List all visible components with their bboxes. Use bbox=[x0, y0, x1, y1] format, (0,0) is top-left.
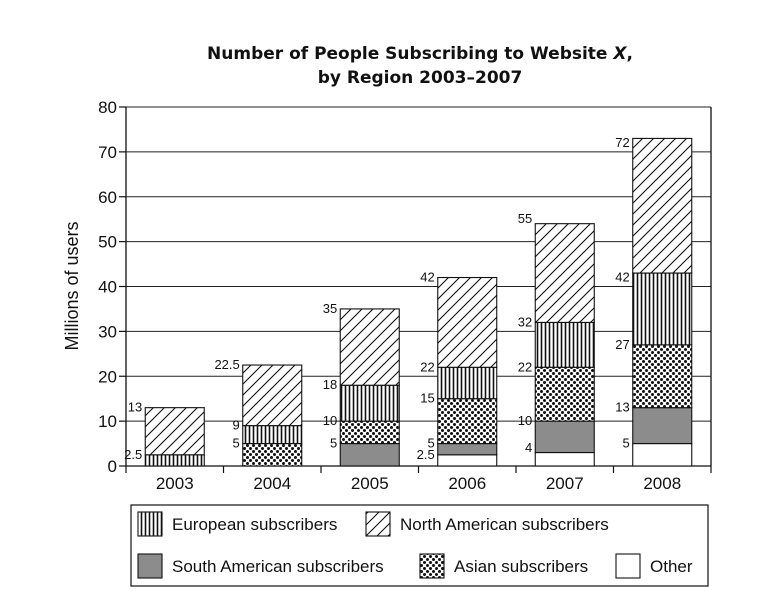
bar-segment-vlines bbox=[242, 425, 303, 445]
data-label: 42 bbox=[615, 270, 629, 285]
bar-segment-vlines bbox=[437, 366, 498, 400]
data-label: 2.5 bbox=[124, 447, 142, 462]
y-tick-label: 80 bbox=[98, 98, 117, 117]
legend: European subscribers North American subsc… bbox=[130, 504, 709, 587]
y-axis-label: Millions of users bbox=[62, 221, 82, 350]
data-label: 5 bbox=[233, 436, 240, 451]
bar-segment-dots bbox=[534, 366, 595, 422]
data-label: 22 bbox=[518, 359, 532, 374]
data-label: 13 bbox=[128, 400, 142, 415]
legend-entry: European subscribers bbox=[172, 515, 337, 534]
bar-segment-diag bbox=[339, 308, 400, 386]
bar-segment-gray bbox=[339, 443, 400, 467]
data-label: 5 bbox=[623, 436, 630, 451]
y-tick-label: 30 bbox=[98, 322, 117, 341]
x-tick-label: 2006 bbox=[448, 474, 486, 493]
bar-segment-vlines bbox=[534, 321, 595, 368]
y-tick-label: 50 bbox=[98, 233, 117, 252]
y-tick-label: 20 bbox=[98, 367, 117, 386]
data-label: 55 bbox=[518, 211, 532, 226]
x-tick-label: 2007 bbox=[546, 474, 584, 493]
bars bbox=[144, 137, 693, 467]
legend-swatch-dots bbox=[419, 553, 445, 579]
data-label: 2.5 bbox=[417, 447, 435, 462]
bar-segment-diag bbox=[242, 364, 303, 427]
x-tick-label: 2008 bbox=[643, 474, 681, 493]
bar-segment-gray bbox=[437, 443, 498, 456]
data-label: 27 bbox=[615, 337, 629, 352]
legend-swatch-gray bbox=[137, 553, 163, 579]
bar-segment-blank bbox=[437, 454, 498, 467]
legend-swatch-diag bbox=[365, 511, 391, 537]
data-label: 32 bbox=[518, 314, 532, 329]
y-tick-label: 10 bbox=[98, 412, 117, 431]
bar-segment-diag bbox=[144, 407, 205, 456]
legend-entry: South American subscribers bbox=[172, 557, 384, 576]
chart-title: Number of People Subscribing to Website … bbox=[207, 44, 633, 64]
chart-subtitle: by Region 2003–2007 bbox=[318, 68, 523, 88]
data-label: 4 bbox=[525, 440, 532, 455]
legend-entry: North American subscribers bbox=[400, 515, 609, 534]
bar-segment-gray bbox=[632, 407, 693, 445]
data-label: 22 bbox=[420, 359, 434, 374]
data-label: 10 bbox=[323, 413, 337, 428]
bar-segment-dots bbox=[632, 344, 693, 409]
data-label: 42 bbox=[420, 270, 434, 285]
bar-segment-dots bbox=[339, 420, 400, 445]
bar-segment-vlines bbox=[339, 384, 400, 422]
y-tick-label: 60 bbox=[98, 188, 117, 207]
bar-segment-diag bbox=[534, 223, 595, 323]
data-label: 18 bbox=[323, 377, 337, 392]
bar-segment-blank bbox=[632, 443, 693, 467]
value-labels: 2.5135922.551018352.55152242410223255513… bbox=[124, 135, 630, 462]
data-label: 9 bbox=[233, 418, 240, 433]
bar-segment-vlines bbox=[632, 272, 693, 346]
x-axis-ticks: 2003 2004 2005 2006 2007 2008 bbox=[125, 466, 712, 493]
bar-segment-gray bbox=[534, 420, 595, 454]
y-tick-label: 70 bbox=[98, 143, 117, 162]
bar-segment-vlines bbox=[144, 454, 205, 467]
data-label: 5 bbox=[330, 436, 337, 451]
legend-swatch-blank bbox=[615, 553, 641, 579]
data-label: 22.5 bbox=[214, 357, 239, 372]
bar-segment-diag bbox=[437, 276, 498, 368]
bar-segment-dots bbox=[437, 398, 498, 445]
x-tick-label: 2003 bbox=[156, 474, 194, 493]
data-label: 13 bbox=[615, 400, 629, 415]
bar-segment-blank bbox=[534, 451, 595, 467]
bar-segment-diag bbox=[632, 137, 693, 274]
legend-swatch-vlines bbox=[137, 511, 163, 537]
x-tick-label: 2005 bbox=[351, 474, 389, 493]
data-label: 15 bbox=[420, 391, 434, 406]
data-label: 72 bbox=[615, 135, 629, 150]
legend-entry: Asian subscribers bbox=[454, 557, 588, 576]
data-label: 10 bbox=[518, 413, 532, 428]
bar-segment-dots bbox=[242, 443, 303, 467]
x-tick-label: 2004 bbox=[253, 474, 291, 493]
y-axis-ticks: 0 10 20 30 40 50 60 70 80 bbox=[98, 98, 126, 476]
data-label: 35 bbox=[323, 301, 337, 316]
y-tick-label: 40 bbox=[98, 278, 117, 297]
y-tick-label: 0 bbox=[108, 457, 117, 476]
data-label: 5 bbox=[428, 436, 435, 451]
legend-entry: Other bbox=[650, 557, 693, 576]
